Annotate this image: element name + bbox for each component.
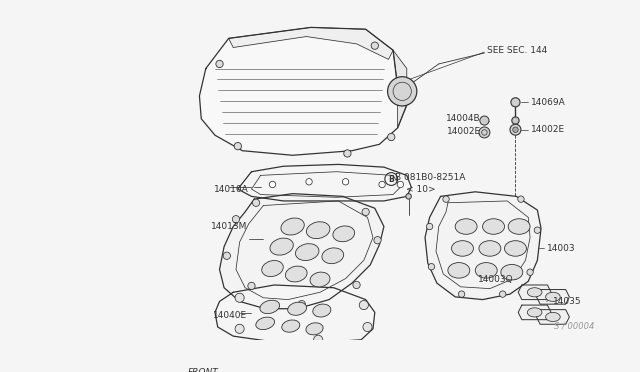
Ellipse shape [479,241,501,256]
Circle shape [306,179,312,185]
Circle shape [379,181,385,188]
Circle shape [527,269,533,275]
Ellipse shape [306,323,323,335]
Ellipse shape [282,320,300,332]
Ellipse shape [452,241,474,256]
Circle shape [235,324,244,333]
Text: 14003Q: 14003Q [478,275,514,284]
Ellipse shape [256,317,275,330]
Circle shape [518,196,524,202]
Text: SEE SEC. 144: SEE SEC. 144 [487,46,547,55]
Ellipse shape [448,263,470,278]
Polygon shape [518,285,551,299]
Circle shape [426,223,433,230]
Text: 14002E: 14002E [531,125,565,134]
Text: B: B [388,174,394,183]
Circle shape [388,133,395,141]
Circle shape [298,301,305,308]
Ellipse shape [285,266,307,282]
Polygon shape [536,289,570,304]
Circle shape [374,237,381,244]
Polygon shape [518,305,551,320]
Circle shape [252,199,260,206]
Text: 14069A: 14069A [531,98,566,107]
Circle shape [248,282,255,289]
Circle shape [314,335,323,344]
Text: 14002E: 14002E [447,127,481,136]
Circle shape [216,60,223,68]
Polygon shape [393,50,407,128]
Ellipse shape [322,248,344,264]
Ellipse shape [262,260,284,276]
Circle shape [458,291,465,297]
Circle shape [480,116,489,125]
Circle shape [344,150,351,157]
Ellipse shape [307,222,330,238]
Ellipse shape [504,241,527,256]
Polygon shape [220,194,384,309]
Circle shape [269,181,276,188]
Ellipse shape [260,300,280,314]
Ellipse shape [483,219,504,234]
Circle shape [232,215,239,223]
Ellipse shape [546,292,560,301]
Circle shape [223,252,230,259]
Text: 14004B: 14004B [446,114,481,123]
Ellipse shape [476,263,497,278]
Polygon shape [425,192,541,299]
Text: 14040E: 14040E [213,311,247,320]
Ellipse shape [455,219,477,234]
Ellipse shape [527,288,542,297]
Text: < 10>: < 10> [406,186,435,195]
Circle shape [511,98,520,107]
Circle shape [513,127,518,132]
Circle shape [512,117,519,124]
Circle shape [362,208,369,215]
Circle shape [342,179,349,185]
Circle shape [499,291,506,297]
Text: 14010A: 14010A [214,185,249,193]
Polygon shape [238,164,412,201]
Circle shape [428,263,435,270]
Circle shape [363,323,372,331]
Ellipse shape [281,218,304,235]
Ellipse shape [313,304,331,317]
Ellipse shape [501,264,523,280]
Circle shape [534,227,541,233]
Circle shape [359,301,369,310]
Circle shape [443,196,449,202]
Text: FRONT: FRONT [188,368,218,372]
Ellipse shape [270,238,293,255]
Circle shape [353,281,360,289]
Polygon shape [228,28,393,60]
Circle shape [371,42,378,49]
Ellipse shape [333,226,355,242]
Text: S / 00004: S / 00004 [554,322,594,331]
Circle shape [388,77,417,106]
Ellipse shape [508,219,530,234]
Ellipse shape [310,272,330,287]
Text: B 081B0-8251A: B 081B0-8251A [395,173,465,182]
Ellipse shape [546,312,560,321]
Ellipse shape [527,308,542,317]
Text: 14013M: 14013M [211,222,247,231]
Text: 14035: 14035 [553,297,582,306]
Polygon shape [215,285,375,343]
Circle shape [235,293,244,302]
Text: 14003: 14003 [547,244,575,253]
Ellipse shape [288,302,307,315]
Circle shape [406,194,412,199]
Polygon shape [536,310,570,324]
Ellipse shape [296,244,319,260]
Polygon shape [200,28,407,155]
Circle shape [479,127,490,138]
Circle shape [510,124,521,135]
Circle shape [234,142,241,150]
Circle shape [397,181,404,188]
